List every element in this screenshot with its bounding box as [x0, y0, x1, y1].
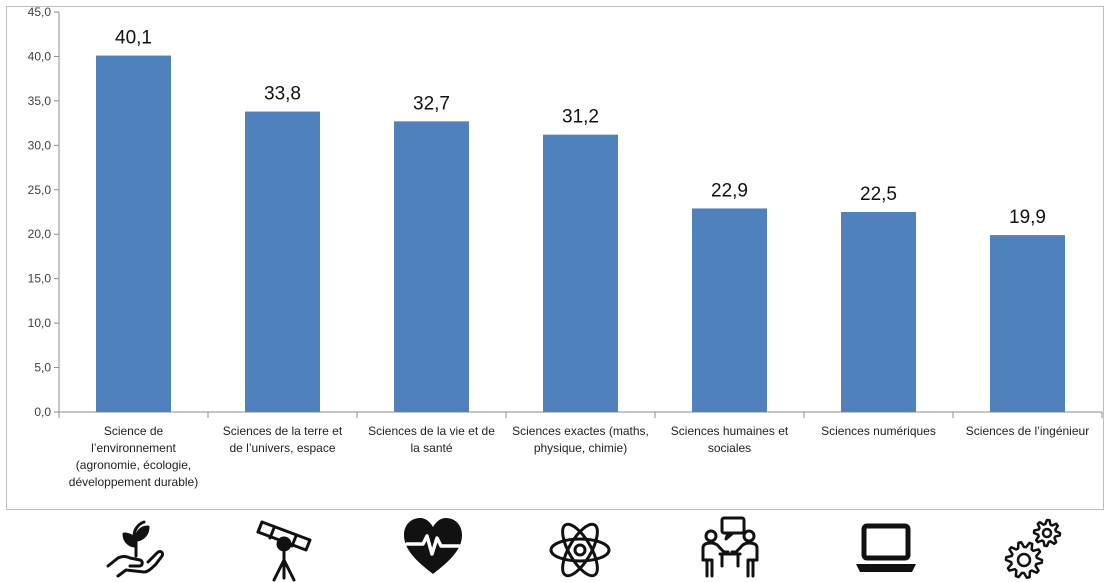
category-label: Sciences humaines et sociales — [671, 424, 789, 455]
data-label: 31,2 — [562, 107, 599, 128]
atom-icon — [549, 522, 611, 578]
category-icon-row — [0, 516, 1109, 582]
bar — [692, 208, 767, 412]
category-label: Science de l’environnement (agronomie, éco… — [69, 424, 198, 489]
y-tick-label: 30,0 — [28, 138, 52, 152]
data-label: 32,7 — [413, 93, 450, 114]
bar — [394, 121, 469, 412]
plant-in-hand-icon — [106, 520, 164, 578]
y-tick-label: 5,0 — [34, 361, 51, 375]
data-label: 22,5 — [860, 184, 897, 205]
category-label: Sciences exactes (maths, physique, chimie… — [512, 424, 649, 455]
heartbeat-icon — [404, 518, 462, 574]
category-label: Sciences de la vie et de la santé — [368, 424, 495, 455]
bar — [990, 235, 1065, 412]
data-label: 22,9 — [711, 180, 748, 201]
bar — [543, 134, 618, 412]
bar — [841, 212, 916, 412]
bar-chart: 0,0 5,0 10,0 15,0 20,0 25,0 30,0 35,0 40,0 45,0 40… — [28, 7, 1103, 489]
y-tick-label: 40,0 — [28, 49, 52, 63]
y-tick-label: 25,0 — [28, 183, 52, 197]
y-tick-label: 10,0 — [28, 316, 52, 330]
bar — [96, 55, 171, 413]
category-label: Sciences de la terre et de l’univers, esp… — [223, 424, 343, 455]
category-label: Sciences de l’ingénieur — [966, 424, 1089, 438]
y-tick-label: 0,0 — [34, 405, 51, 419]
gears-icon — [1004, 518, 1062, 580]
people-discussion-icon — [701, 516, 759, 578]
chart-frame: 0,0 5,0 10,0 15,0 20,0 25,0 30,0 35,0 40,0 45,0 40… — [6, 6, 1104, 510]
y-tick-label: 35,0 — [28, 94, 52, 108]
y-tick-label: 15,0 — [28, 272, 52, 286]
category-label: Sciences numériques — [821, 424, 936, 438]
telescope-icon — [256, 520, 312, 582]
laptop-icon — [856, 523, 916, 572]
data-label: 33,8 — [264, 84, 301, 105]
y-tick-label: 20,0 — [28, 227, 52, 241]
data-label: 40,1 — [115, 28, 152, 49]
y-tick-label: 45,0 — [28, 7, 52, 19]
data-label: 19,9 — [1009, 207, 1046, 228]
bar — [245, 111, 320, 413]
